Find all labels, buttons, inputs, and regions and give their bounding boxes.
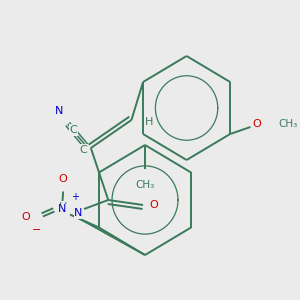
Text: H: H bbox=[58, 202, 67, 212]
Text: C: C bbox=[79, 145, 87, 155]
Text: CH₃: CH₃ bbox=[278, 119, 298, 129]
Text: N: N bbox=[55, 106, 63, 116]
Text: O: O bbox=[21, 212, 30, 223]
Text: O: O bbox=[253, 119, 262, 129]
Text: N: N bbox=[58, 205, 66, 214]
Text: O: O bbox=[59, 175, 68, 184]
Text: N: N bbox=[74, 208, 82, 218]
Text: −: − bbox=[32, 226, 41, 236]
Text: C: C bbox=[70, 125, 77, 135]
Text: H: H bbox=[145, 117, 153, 127]
Text: +: + bbox=[71, 193, 79, 202]
Text: O: O bbox=[149, 200, 158, 210]
Text: CH₃: CH₃ bbox=[135, 180, 154, 190]
